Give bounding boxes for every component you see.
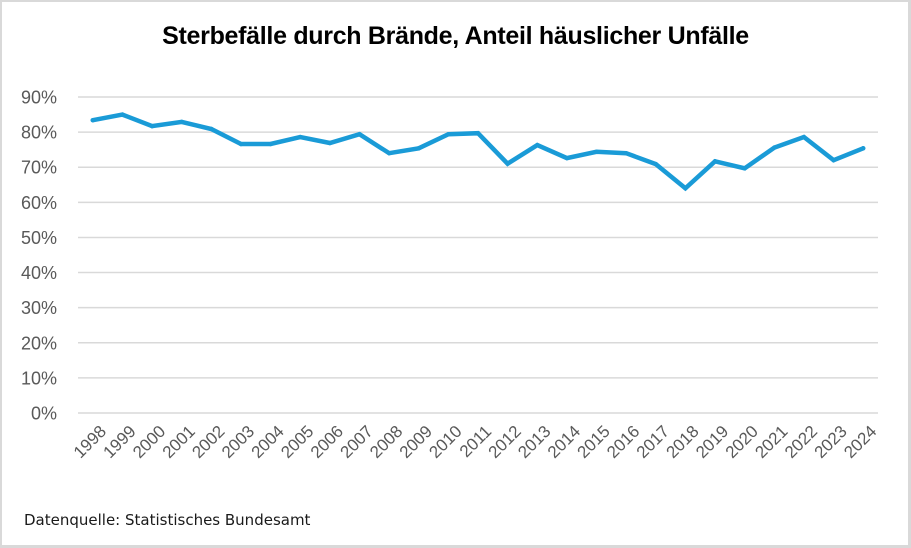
y-tick-label: 50% [21, 228, 57, 248]
data-point [268, 141, 273, 147]
x-tick-label: 2019 [692, 422, 732, 462]
data-point [90, 117, 96, 123]
series-group [90, 112, 866, 192]
x-axis-ticks: 1998199920002001200220032004200520062007… [70, 422, 881, 462]
y-tick-label: 90% [21, 88, 57, 108]
x-tick-label: 2014 [544, 422, 584, 462]
y-tick-label: 30% [21, 298, 57, 318]
x-tick-label: 2007 [337, 422, 377, 462]
data-point [120, 112, 125, 117]
x-tick-label: 2000 [129, 422, 169, 462]
data-point [623, 150, 629, 156]
x-tick-label: 2013 [514, 422, 554, 462]
data-point [564, 155, 570, 161]
data-source-note: Datenquelle: Statistisches Bundesamt [24, 511, 311, 529]
data-point [831, 158, 836, 163]
y-tick-label: 70% [21, 158, 57, 178]
y-tick-label: 60% [21, 193, 57, 213]
data-point [801, 134, 807, 140]
x-tick-label: 2003 [218, 422, 258, 462]
data-point [594, 149, 599, 154]
y-tick-label: 80% [21, 123, 57, 143]
data-point [238, 141, 244, 147]
data-point [772, 145, 777, 150]
y-axis-ticks: 0% 10% 20% 30% 40% 50% 60% 70% 80% 90% [21, 88, 57, 424]
data-point [712, 159, 718, 164]
data-point [475, 130, 481, 136]
data-point [179, 119, 184, 125]
x-tick-label: 2006 [307, 422, 347, 462]
x-tick-label: 2021 [751, 422, 791, 462]
data-point [683, 186, 688, 191]
x-tick-label: 2017 [633, 422, 673, 462]
x-tick-label: 2001 [159, 422, 199, 462]
gridlines [78, 96, 878, 414]
data-point [209, 126, 214, 132]
y-tick-label: 10% [21, 368, 57, 388]
data-point [446, 132, 451, 137]
y-tick-label: 40% [21, 263, 57, 283]
x-tick-label: 1998 [70, 422, 110, 462]
data-point [416, 146, 421, 151]
x-tick-label: 2011 [456, 422, 495, 461]
x-tick-label: 2023 [811, 422, 851, 462]
data-point [327, 140, 333, 146]
data-point [357, 132, 362, 137]
x-tick-label: 2012 [485, 422, 525, 462]
x-tick-label: 2024 [840, 422, 880, 462]
data-point [298, 134, 303, 140]
data-point [742, 166, 747, 171]
x-tick-label: 1999 [100, 422, 140, 462]
chart-title: Sterbefälle durch Brände, Anteil häuslic… [162, 22, 749, 50]
y-tick-label: 0% [31, 404, 57, 424]
x-tick-label: 2005 [277, 422, 317, 462]
x-tick-label: 2015 [574, 422, 614, 462]
data-point [149, 123, 155, 129]
y-tick-label: 20% [21, 333, 57, 353]
x-tick-label: 2020 [722, 422, 762, 462]
x-tick-label: 2008 [366, 422, 406, 462]
x-tick-label: 2018 [662, 422, 702, 462]
x-tick-label: 2016 [603, 422, 643, 462]
x-tick-label: 2009 [396, 422, 436, 462]
data-point [386, 150, 392, 156]
x-tick-label: 2022 [781, 422, 821, 462]
x-tick-label: 2004 [248, 422, 288, 462]
data-point [653, 161, 658, 167]
x-tick-label: 2010 [425, 422, 465, 462]
series-line [90, 112, 866, 192]
data-point [860, 146, 866, 151]
data-point [505, 161, 510, 166]
data-point [535, 142, 540, 148]
x-tick-label: 2002 [188, 422, 228, 462]
